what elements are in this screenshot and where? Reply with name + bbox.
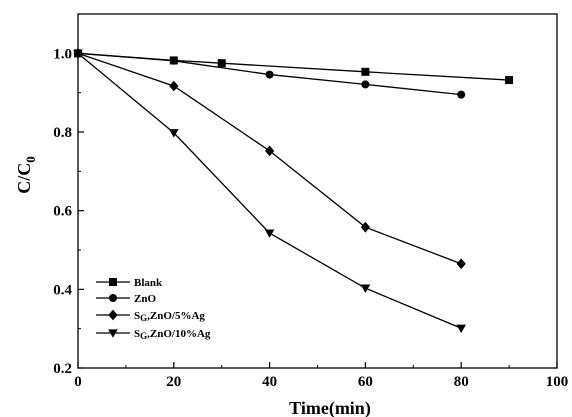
data-point [108, 329, 118, 338]
legend-item: SG,ZnO/10%Ag [96, 328, 211, 341]
y-tick-label: 0.8 [53, 125, 72, 141]
data-point [361, 80, 370, 89]
data-point [360, 284, 371, 293]
legend: Blank ZnO SG,ZnO/5%Ag SG,ZnO/10%Ag [96, 277, 211, 341]
y-tick-label: 1.0 [53, 46, 72, 62]
x-tick-label: 20 [166, 374, 181, 390]
data-point [264, 229, 275, 238]
x-tick-label: 80 [454, 374, 469, 390]
x-tick-label: 40 [262, 374, 277, 390]
tick-labels: 0 20 40 60 80 100 0.2 0.4 0.6 0.8 1.0 [53, 46, 568, 390]
data-point [456, 324, 466, 334]
data-point [265, 70, 274, 79]
legend-label: Blank [134, 277, 163, 289]
data-point [108, 309, 118, 321]
x-axis-label: Time(min) [289, 398, 371, 417]
y-tick-label: 0.6 [53, 204, 72, 220]
data-point [169, 129, 179, 138]
svg-text:C/C0: C/C0 [14, 156, 38, 194]
legend-item: SG,ZnO/5%Ag [96, 309, 205, 323]
data-point [456, 258, 466, 270]
data-point [73, 49, 83, 59]
series-0 [74, 49, 514, 85]
data-point [169, 80, 179, 92]
x-tick-label: 100 [546, 374, 569, 390]
data-point [457, 90, 466, 99]
x-tick-label: 60 [358, 374, 373, 390]
data-point [505, 76, 514, 85]
y-axis-label: C/C0 [14, 156, 38, 194]
series-group [73, 47, 514, 334]
data-point [265, 145, 275, 157]
legend-label: SG,ZnO/10%Ag [134, 328, 211, 341]
series-line [77, 52, 510, 81]
legend-label: ZnO [134, 293, 156, 305]
data-point [360, 221, 370, 233]
data-point [217, 59, 226, 68]
legend-item: ZnO [96, 293, 156, 305]
y-tick-label: 0.2 [53, 361, 72, 377]
data-point [169, 56, 178, 65]
y-axis-label-subscript: 0 [23, 156, 38, 163]
legend-item: Blank [96, 277, 163, 289]
data-point [109, 294, 117, 302]
y-tick-label: 0.4 [53, 282, 72, 298]
y-axis-label-main: C/C [14, 163, 34, 194]
x-tick-label: 0 [74, 374, 82, 390]
series-3 [73, 49, 466, 334]
legend-label: SG,ZnO/5%Ag [134, 310, 205, 323]
axis-ticks [77, 52, 558, 369]
data-point [361, 67, 370, 76]
data-point [109, 278, 117, 286]
